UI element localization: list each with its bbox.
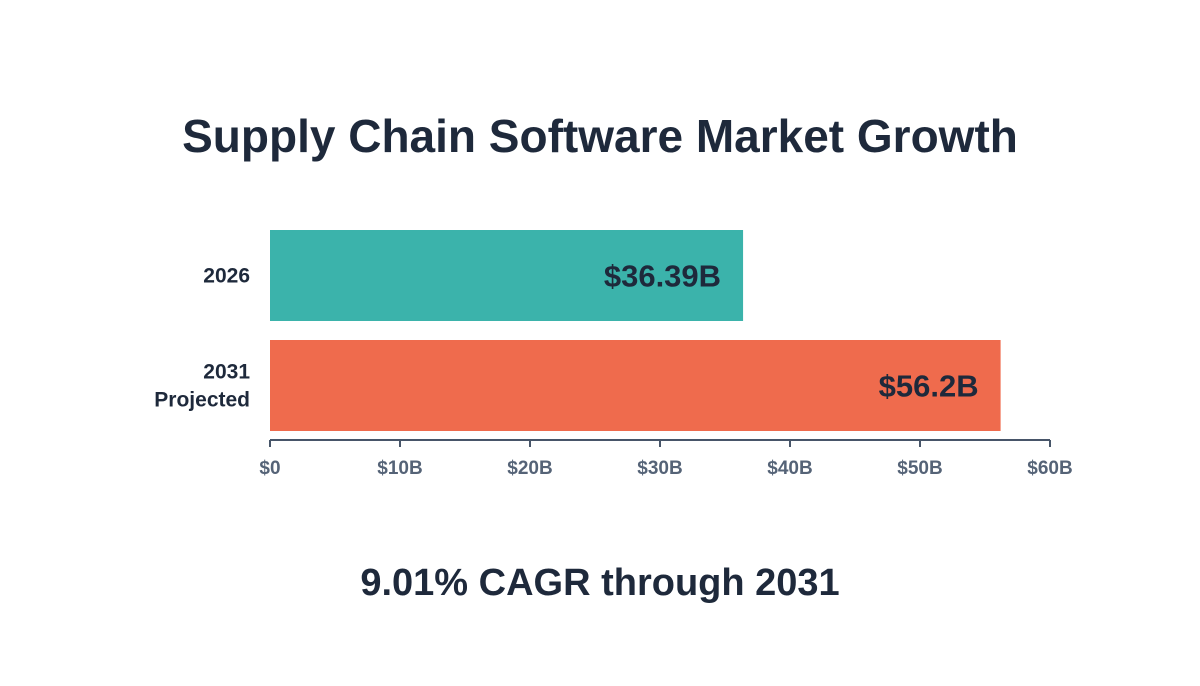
bar-value-label: $56.2B: [879, 369, 979, 404]
category-labels: 2026 2031 Projected: [154, 265, 250, 412]
x-axis: $0 $10B $20B $30B $40B $50B $60B: [259, 439, 1073, 479]
chart-subtitle: 9.01% CAGR through 2031: [360, 562, 840, 604]
x-tick-label: $50B: [897, 458, 942, 479]
bar-1: [270, 340, 1001, 431]
category-label: 2031: [203, 361, 250, 384]
value-labels: $36.39B $56.2B: [604, 259, 979, 404]
category-label: Projected: [154, 389, 250, 412]
x-tick-label: $60B: [1027, 458, 1072, 479]
x-tick-label: $40B: [767, 458, 812, 479]
x-tick-label: $0: [259, 458, 280, 479]
x-tick-label: $20B: [507, 458, 552, 479]
x-tick-label: $30B: [637, 458, 682, 479]
bar-value-label: $36.39B: [604, 259, 721, 294]
bars-layer: [270, 230, 1001, 431]
chart-title: Supply Chain Software Market Growth: [182, 110, 1018, 162]
category-label: 2026: [203, 265, 250, 288]
x-tick-label: $10B: [377, 458, 422, 479]
bar-0: [270, 230, 744, 321]
